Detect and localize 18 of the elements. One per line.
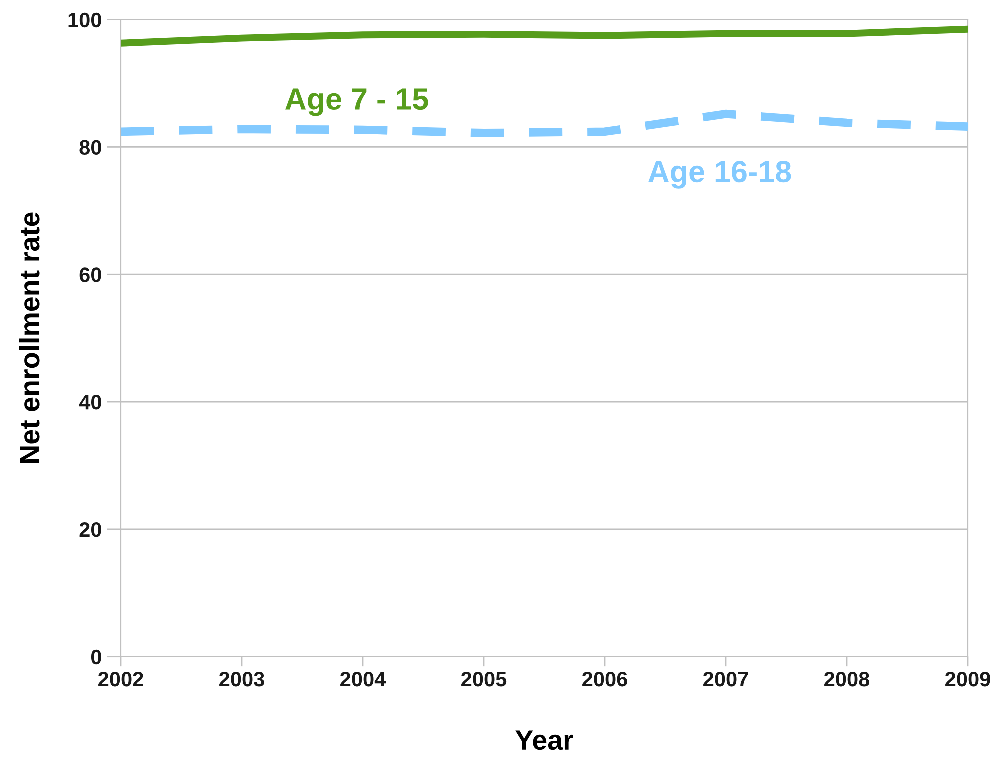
y-tick-label: 100 [68, 12, 102, 28]
y-tick-label: 60 [80, 268, 102, 282]
x-tick-label: 2009 [946, 672, 990, 687]
x-tick-label: 2008 [824, 672, 870, 687]
x-tick-label: 2004 [340, 672, 386, 687]
y-tick-label: 40 [79, 395, 102, 410]
x-tick-label: 2003 [220, 672, 264, 687]
x-tick-label: 2007 [704, 672, 748, 687]
y-axis-title: Net enrollment rate [19, 212, 40, 464]
series-label: Age 7 - 15 [286, 88, 428, 116]
series-label: Age 16-18 [648, 161, 792, 189]
x-tick-label: 2005 [462, 672, 507, 687]
y-tick-label: 0 [91, 650, 102, 665]
y-tick-label: 20 [80, 522, 102, 538]
x-axis-title: Year [516, 730, 574, 750]
x-tick-label: 2006 [582, 672, 628, 687]
x-tick-label: 2002 [98, 672, 144, 687]
y-tick-label: 80 [80, 140, 102, 155]
